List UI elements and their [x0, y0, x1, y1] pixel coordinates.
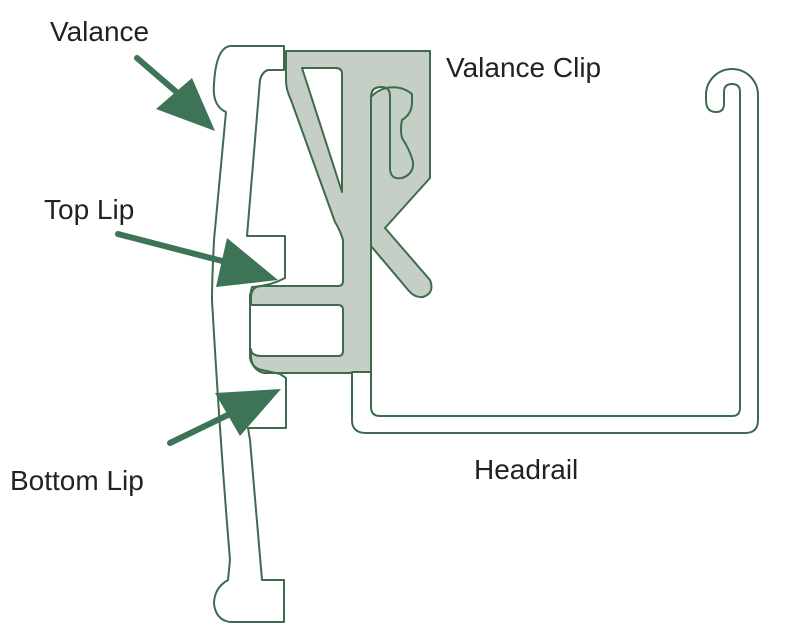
valance-profile [211, 45, 287, 623]
label-bottom-lip: Bottom Lip [10, 465, 144, 496]
valance-clip-cutout [301, 67, 343, 193]
valance-arrow [134, 55, 215, 131]
label-valance-clip: Valance Clip [446, 52, 602, 83]
top-lip-arrow [115, 231, 278, 287]
bottom-lip-arrow [167, 389, 281, 446]
label-headrail: Headrail [474, 454, 579, 485]
label-top-lip: Top Lip [44, 194, 135, 225]
label-valance: Valance [50, 16, 150, 47]
